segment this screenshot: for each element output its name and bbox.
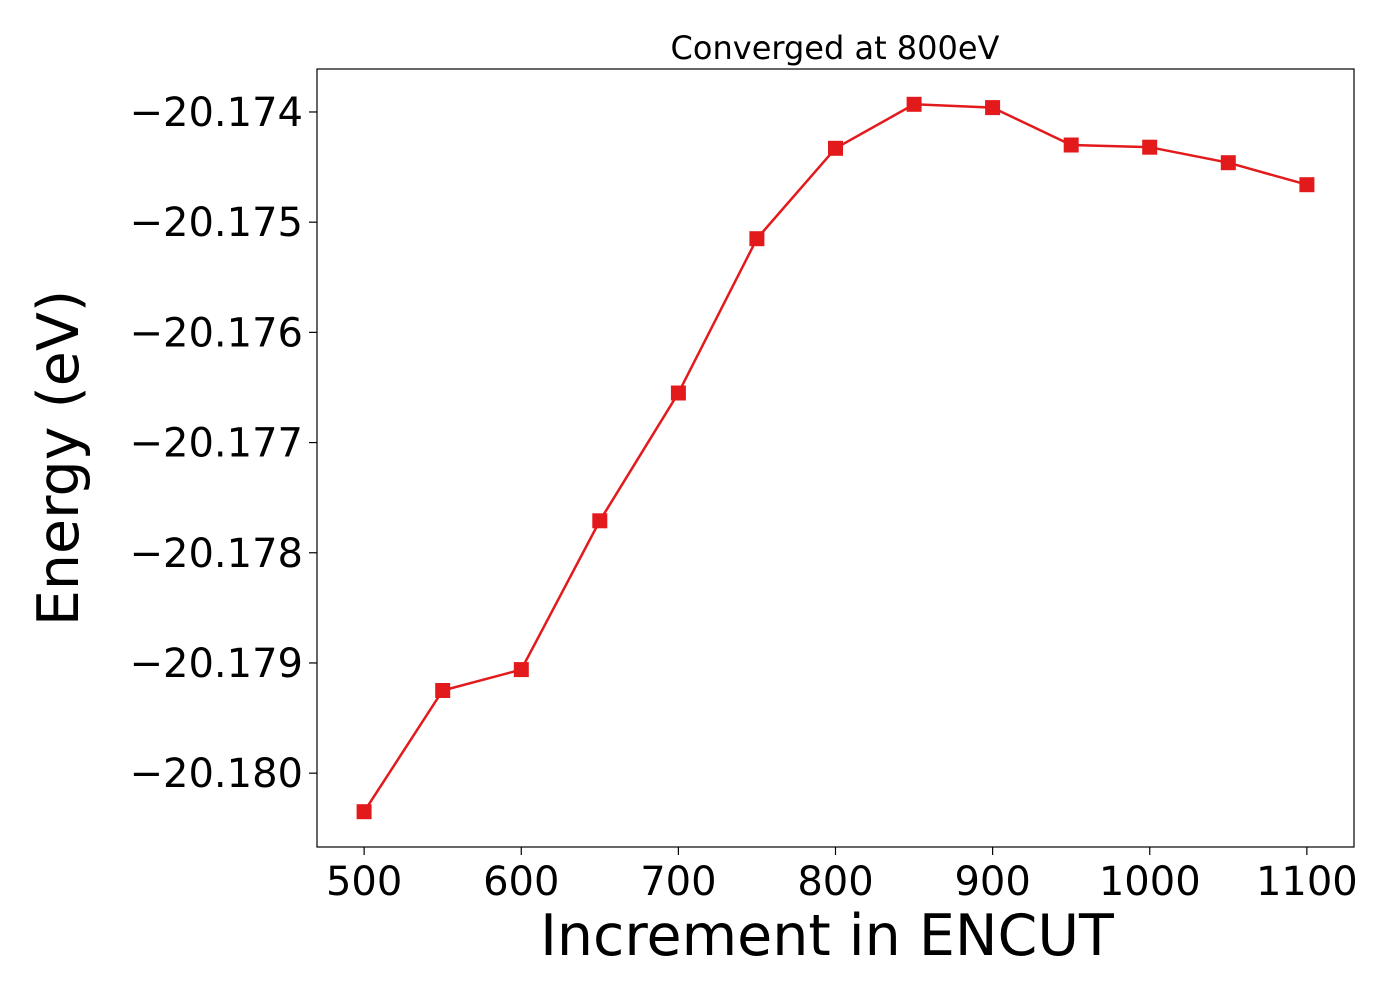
data-point-marker (435, 683, 451, 698)
data-point-marker (356, 804, 372, 820)
y-tick-label: −20.180 (130, 751, 303, 797)
data-point-marker (749, 231, 765, 247)
x-tick-label: 800 (797, 859, 873, 905)
x-tick-label: 500 (326, 859, 402, 905)
x-tick-label: 900 (954, 859, 1030, 905)
chart-title: Converged at 800eV (671, 29, 1000, 67)
data-point-marker (1142, 139, 1158, 155)
y-tick-label: −20.179 (130, 641, 303, 687)
data-point-marker (1063, 137, 1079, 153)
y-tick-label: −20.175 (130, 200, 303, 246)
x-tick-label: 1000 (1099, 859, 1201, 905)
data-point-marker (670, 385, 686, 401)
x-axis-ticks: 500 600 700 800 900 1000 1100 (326, 847, 1358, 905)
data-point-marker (592, 513, 608, 529)
data-point-marker (1220, 155, 1236, 171)
x-tick-label: 600 (483, 859, 559, 905)
y-axis-title: Energy (eV) (26, 290, 92, 626)
x-axis-title: Increment in ENCUT (540, 903, 1114, 969)
data-point-marker (513, 662, 529, 678)
data-point-marker (906, 96, 922, 112)
data-point-marker (828, 140, 843, 156)
series-layer (356, 96, 1315, 820)
data-point-marker (1299, 177, 1315, 193)
y-tick-label: −20.178 (130, 531, 303, 577)
x-tick-label: 700 (640, 859, 716, 905)
y-tick-label: −20.174 (130, 90, 303, 136)
x-tick-label: 1100 (1256, 859, 1358, 905)
y-axis-ticks: −20.180 −20.179 −20.178 −20.177 −20.176 −20.1… (130, 90, 317, 797)
data-point-marker (985, 100, 1001, 116)
y-tick-label: −20.177 (130, 421, 303, 467)
plot-background (317, 69, 1354, 847)
y-tick-label: −20.176 (130, 310, 303, 356)
